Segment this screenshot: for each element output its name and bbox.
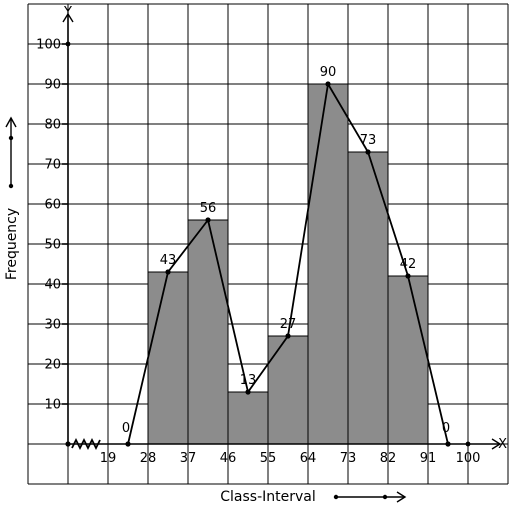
polygon-point <box>365 149 371 155</box>
x-tick-label: 91 <box>420 451 437 466</box>
y-tick-label: 10 <box>44 398 61 413</box>
frequency-polygon <box>125 81 471 447</box>
x-tick-label: 28 <box>140 451 157 466</box>
x-tick-label: 73 <box>340 451 357 466</box>
data-label: 42 <box>400 257 417 272</box>
x-axis-title: Class-Interval <box>220 489 316 505</box>
data-label: 73 <box>360 133 377 148</box>
polygon-point <box>245 389 251 395</box>
histogram-bar <box>147 271 189 445</box>
data-label: 43 <box>160 253 177 268</box>
x-tick-label: 37 <box>180 451 197 466</box>
y-tick-label: 40 <box>44 278 61 293</box>
x-tick-label: 64 <box>300 451 317 466</box>
y-direction-arrow-head <box>5 116 17 128</box>
axis-break-zigzag <box>71 437 101 451</box>
labels: 0 43 56 13 27 90 73 42 0 10 20 30 40 50 60 70 80 90 100 19 2… <box>4 5 507 505</box>
data-label: 56 <box>200 201 217 216</box>
y-axis-arrow <box>62 12 74 23</box>
x-direction-arrow-head <box>396 491 407 503</box>
origin-point <box>65 441 71 447</box>
data-label: 0 <box>442 421 450 436</box>
x-tick-label: 55 <box>260 451 277 466</box>
polygon-point <box>205 217 211 223</box>
histogram-bar <box>387 275 429 445</box>
polygon-point <box>165 269 171 275</box>
polygon-point <box>125 441 131 447</box>
y-tick-label: 80 <box>44 118 61 133</box>
histogram-bar <box>307 83 349 445</box>
bars <box>147 83 429 445</box>
polygon-point <box>405 273 411 279</box>
y-direction-dot <box>8 183 14 189</box>
x-tick-label: 100 <box>456 451 481 466</box>
histogram-bar <box>267 335 309 445</box>
x-axis-marker-point <box>465 441 471 447</box>
y-tick-label: 50 <box>44 238 61 253</box>
y-tick-label: 60 <box>44 198 61 213</box>
histogram-bar <box>187 219 229 445</box>
y-tick-label: 100 <box>36 38 61 53</box>
polygon-point <box>445 441 451 447</box>
data-label: 27 <box>280 317 297 332</box>
polygon-point <box>285 333 291 339</box>
y-tick-label: 20 <box>44 358 61 373</box>
data-label: 90 <box>320 65 337 80</box>
x-axis-arrow <box>491 438 502 450</box>
x-tick-label: 46 <box>220 451 237 466</box>
y-tick-label: 70 <box>44 158 61 173</box>
x-tick-label: 19 <box>100 451 117 466</box>
y-tick-label: 30 <box>44 318 61 333</box>
x-direction-dot <box>382 494 388 500</box>
y-direction-dot <box>8 135 14 141</box>
histogram-bar <box>227 391 269 445</box>
y-axis-letter: Y <box>63 5 72 20</box>
y-axis-title: Frequency <box>4 208 20 280</box>
x-direction-dot <box>333 494 339 500</box>
x-tick-label: 82 <box>380 451 397 466</box>
x-axis-letter: X <box>498 437 507 452</box>
y-tick-label: 90 <box>44 78 61 93</box>
polygon-point <box>325 81 331 87</box>
data-label: 13 <box>240 373 257 388</box>
data-label: 0 <box>122 421 130 436</box>
